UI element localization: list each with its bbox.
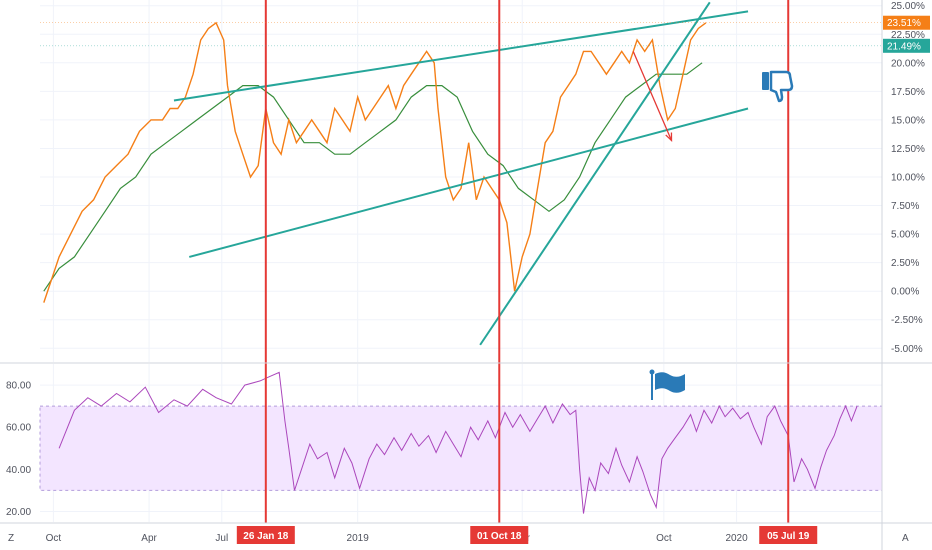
- time-tick-label: Oct: [46, 533, 62, 544]
- date-badge: [470, 526, 529, 544]
- price-tick-label: 5.00%: [891, 230, 919, 241]
- time-tick-label: 2019: [347, 533, 370, 544]
- thumbs-down-icon: [762, 70, 794, 103]
- price-axis[interactable]: 25.00% 22.50% 20.00% 17.50% 15.00% 12.50% 10.0…: [891, 1, 925, 355]
- price-tick-label: 10.00%: [891, 173, 925, 184]
- time-axis[interactable]: OctAprJul2019AprOct2020: [46, 533, 749, 544]
- rsi-tick-label: 80.00: [6, 381, 31, 392]
- rsi-series-group: [58, 371, 858, 514]
- price-tick-label: 25.00%: [891, 1, 925, 12]
- time-tick-label: 2020: [725, 533, 748, 544]
- price-pane-background: [40, 0, 882, 362]
- date-badge-label: 01 Oct 18: [477, 531, 522, 542]
- price-series-group: [43, 21, 707, 303]
- rsi-axis[interactable]: 80.00 60.00 40.00 20.00: [6, 381, 31, 518]
- arrow-shaft: [632, 51, 673, 141]
- date-badge-label: 05 Jul 19: [767, 531, 810, 542]
- price-badges: 23.51% 21.49%: [40, 15, 930, 53]
- rsi-tick-label: 40.00: [6, 465, 31, 476]
- price-badge: [883, 38, 930, 53]
- zoom-mode-button[interactable]: Z: [8, 533, 14, 544]
- rsi-band: [39, 405, 883, 491]
- auto-scale-button[interactable]: A: [902, 533, 909, 544]
- date-badge: [759, 526, 818, 544]
- rsi-tick-label: 60.00: [6, 423, 31, 434]
- down-arrow: [632, 51, 673, 142]
- price-badge-label: 23.51%: [887, 18, 921, 29]
- trendline: [479, 1, 711, 346]
- price-tick-label: 17.50%: [891, 87, 925, 98]
- trendline: [173, 10, 749, 102]
- date-badges: 26 Jan 18 01 Oct 18 05 Jul 19: [236, 526, 818, 544]
- date-badge-label: 26 Jan 18: [243, 531, 288, 542]
- price-grid: [40, 0, 882, 362]
- price-tick-label: 20.00%: [891, 58, 925, 69]
- price-badge: [883, 15, 930, 30]
- time-tick-label: Jul: [215, 533, 228, 544]
- green-series-line: [43, 62, 703, 292]
- flag-icon: [649, 369, 685, 400]
- trendline: [189, 107, 749, 258]
- price-tick-label: 7.50%: [891, 201, 919, 212]
- orange-series-line: [43, 21, 707, 303]
- price-tick-label: 2.50%: [891, 258, 919, 269]
- price-tick-label: 0.00%: [891, 287, 919, 298]
- price-tick-label: 22.50%: [891, 30, 925, 41]
- time-tick-label: Apr: [141, 533, 157, 544]
- rsi-tick-label: 20.00: [6, 507, 31, 518]
- price-tick-label: -5.00%: [891, 344, 923, 355]
- price-badge-label: 21.49%: [887, 41, 921, 52]
- price-tick-label: 12.50%: [891, 144, 925, 155]
- price-tick-label: -2.50%: [891, 315, 923, 326]
- trendlines-group: [173, 1, 749, 346]
- arrow-head: [665, 132, 673, 142]
- time-tick-label: Oct: [656, 533, 672, 544]
- date-badge: [236, 526, 295, 544]
- price-tick-label: 15.00%: [891, 115, 925, 126]
- rsi-line: [58, 371, 858, 514]
